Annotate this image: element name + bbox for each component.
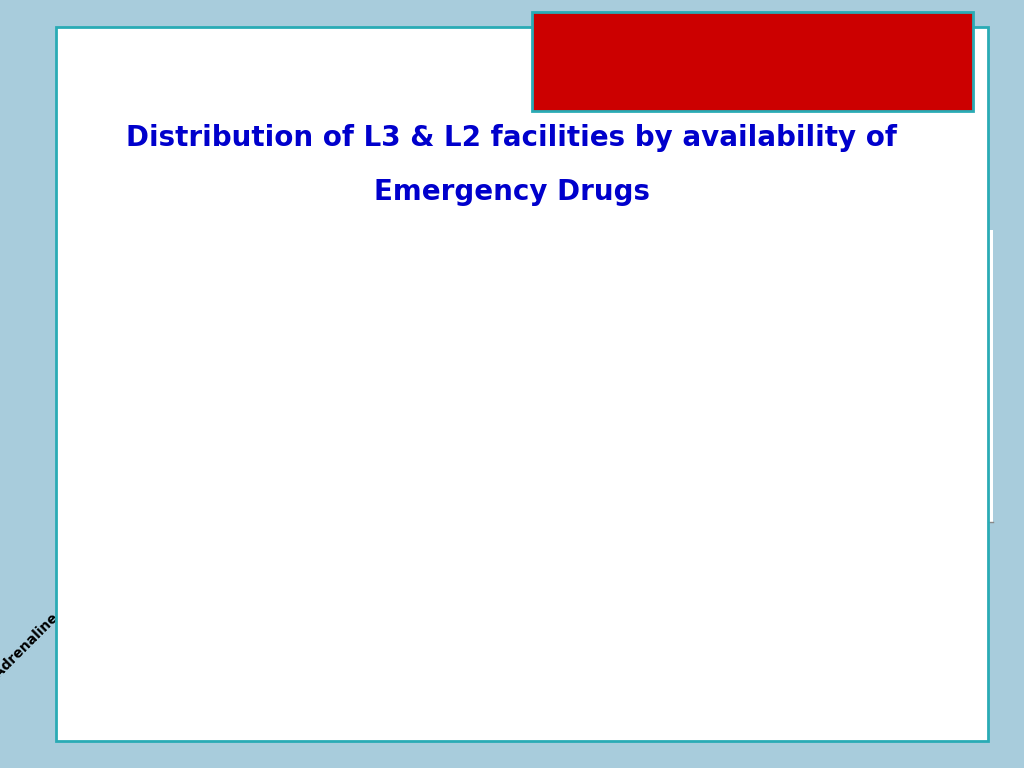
Text: 66.7: 66.7 — [372, 261, 410, 276]
Bar — [624, 401, 660, 522]
Bar — [937, 401, 975, 522]
Text: 33.3: 33.3 — [309, 382, 347, 398]
Text: 50: 50 — [506, 322, 527, 337]
Text: 50: 50 — [819, 322, 841, 337]
Legend: %of availability: %of availability — [454, 87, 642, 118]
Bar — [874, 401, 911, 522]
Bar — [498, 340, 536, 522]
Text: Emergency Drugs: Emergency Drugs — [374, 178, 650, 206]
Text: 16.7: 16.7 — [686, 443, 723, 458]
Bar — [435, 340, 472, 522]
Bar — [184, 401, 221, 522]
Text: 16.7: 16.7 — [121, 443, 159, 458]
Text: Distribution of L3 & L2 facilities by availability of: Distribution of L3 & L2 facilities by av… — [127, 124, 897, 152]
Text: 33.3: 33.3 — [937, 382, 975, 398]
Text: 33.3: 33.3 — [624, 382, 660, 398]
Text: 0: 0 — [573, 505, 585, 519]
Bar — [309, 401, 347, 522]
Bar — [811, 340, 849, 522]
Text: 16.7: 16.7 — [749, 443, 786, 458]
Bar — [247, 340, 285, 522]
Text: 33.3: 33.3 — [874, 382, 911, 398]
Bar — [686, 462, 724, 522]
Text: 50: 50 — [443, 322, 464, 337]
Bar — [749, 462, 786, 522]
Text: 33.3: 33.3 — [184, 382, 221, 398]
Bar — [372, 279, 410, 522]
Bar — [121, 462, 159, 522]
Text: 50: 50 — [255, 322, 276, 337]
